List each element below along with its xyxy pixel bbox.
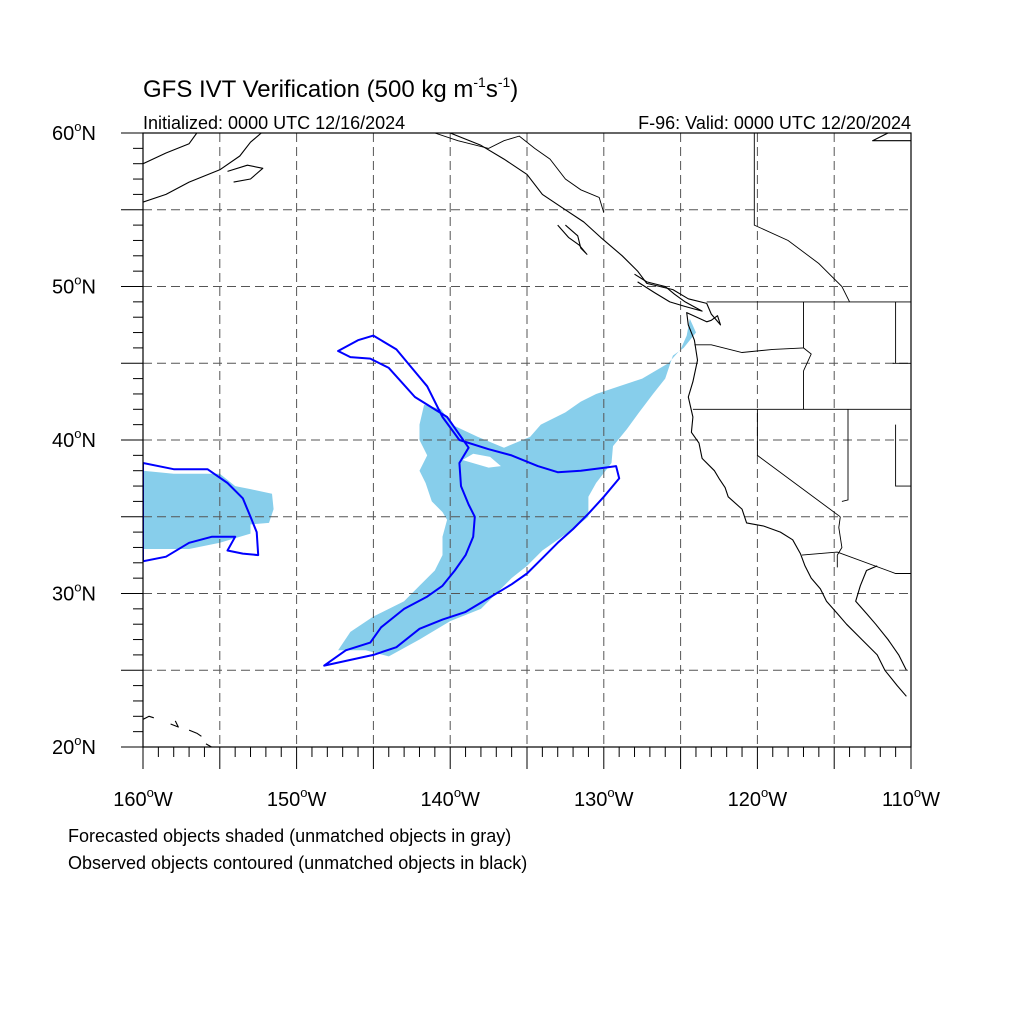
border-line <box>841 409 849 502</box>
map-title: GFS IVT Verification (500 kg m-1s-1) <box>143 74 518 103</box>
coastline <box>188 729 202 737</box>
lon-label: 160oW <box>113 785 173 811</box>
coastline <box>872 133 911 142</box>
border-line <box>895 424 911 487</box>
border-line <box>434 133 605 213</box>
border-line <box>836 516 843 556</box>
border-line <box>756 409 841 518</box>
observed-contour-west-edge <box>143 462 260 563</box>
observed-contours <box>143 334 621 667</box>
latitude-labels: 60oN 50oN 40oN 30oN 20oN <box>52 119 96 759</box>
political-borders <box>434 133 911 574</box>
forecast-objects <box>143 318 696 657</box>
border-line <box>753 133 851 303</box>
coastline <box>143 133 262 203</box>
init-time-label: Initialized: 0000 UTC 12/16/2024 <box>143 113 405 133</box>
lat-label: 20oN <box>52 733 96 759</box>
coastline <box>634 273 703 312</box>
lat-label: 40oN <box>52 426 96 452</box>
lon-label: 150oW <box>267 785 327 811</box>
coastline <box>143 133 198 165</box>
observed-note: Observed objects contoured (unmatched ob… <box>68 853 528 873</box>
lon-label: 120oW <box>728 785 788 811</box>
forecast-object-main-ar <box>338 318 696 657</box>
coastline <box>557 224 588 255</box>
lon-label: 140oW <box>420 785 480 811</box>
coastline <box>227 164 264 183</box>
observed-contour-main-ar <box>323 334 621 667</box>
forecast-object-west-edge <box>143 470 274 549</box>
lon-label: 110oW <box>882 785 940 811</box>
coastline <box>449 133 907 697</box>
coastline <box>205 743 213 747</box>
coastline <box>855 565 907 671</box>
border-line <box>801 551 911 574</box>
lat-label: 60oN <box>52 119 96 145</box>
coastline <box>170 720 179 728</box>
lat-label: 50oN <box>52 273 96 299</box>
coastlines <box>143 133 911 747</box>
valid-time-label: F-96: Valid: 0000 UTC 12/20/2024 <box>638 113 911 133</box>
longitude-labels: 160oW 150oW 140oW 130oW 120oW 110oW <box>113 785 940 811</box>
border-line <box>694 344 804 353</box>
lon-label: 130oW <box>574 785 634 811</box>
grid-lines <box>143 133 911 747</box>
border-line <box>803 301 812 372</box>
lat-label: 30oN <box>52 580 96 606</box>
coastline <box>143 715 154 720</box>
forecast-note: Forecasted objects shaded (unmatched obj… <box>68 826 512 846</box>
axis-ticks <box>121 132 912 769</box>
